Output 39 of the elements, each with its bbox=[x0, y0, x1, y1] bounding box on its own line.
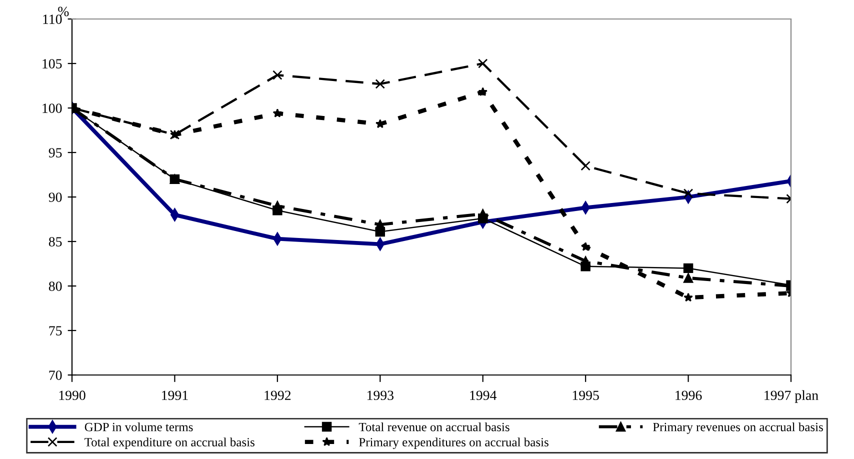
point bbox=[375, 79, 386, 89]
point bbox=[683, 263, 694, 274]
point bbox=[478, 58, 488, 68]
y-tick-label: 75 bbox=[49, 326, 62, 336]
x-tick-label: 1993 bbox=[367, 390, 394, 400]
y-tick-label: 110 bbox=[43, 14, 62, 24]
y-tick-label: 90 bbox=[48, 192, 62, 202]
point bbox=[375, 220, 386, 230]
x-tick-label: 1996 bbox=[676, 390, 702, 400]
point bbox=[478, 87, 488, 96]
legend-label: GDP in volume terms bbox=[84, 422, 193, 432]
y-axis-title: % bbox=[58, 6, 69, 16]
x-tick-label: 1997 plan bbox=[764, 390, 818, 403]
legend-label: Total revenue on accrual basis bbox=[358, 422, 510, 432]
x-tick-label: 1992 bbox=[264, 390, 291, 400]
y-tick-label: 105 bbox=[42, 59, 62, 68]
point bbox=[580, 256, 590, 266]
point bbox=[684, 292, 693, 302]
y-tick-label: 70 bbox=[49, 370, 62, 380]
y-tick-label: 80 bbox=[48, 282, 62, 291]
y-tick-label: 100 bbox=[42, 104, 62, 113]
x-tick-label: 1990 bbox=[59, 390, 86, 400]
point bbox=[683, 273, 694, 283]
legend-label: Primary expenditures on accrual basis bbox=[359, 438, 548, 449]
point bbox=[580, 160, 590, 171]
x-tick-label: 1994 bbox=[470, 390, 497, 400]
point bbox=[580, 242, 590, 251]
legend-label: Total expenditure on accrual basis bbox=[84, 438, 254, 449]
y-tick-label: 95 bbox=[48, 148, 62, 158]
point bbox=[478, 209, 488, 219]
legend-label: Primary revenues on accrual basis bbox=[653, 422, 823, 434]
x-tick-label: 1991 bbox=[162, 390, 188, 400]
y-tick-label: 85 bbox=[48, 237, 62, 246]
point bbox=[683, 188, 694, 198]
point bbox=[272, 70, 282, 80]
point bbox=[272, 201, 282, 211]
x-tick-label: 1995 bbox=[572, 390, 599, 400]
point bbox=[272, 108, 282, 118]
point bbox=[375, 119, 385, 128]
